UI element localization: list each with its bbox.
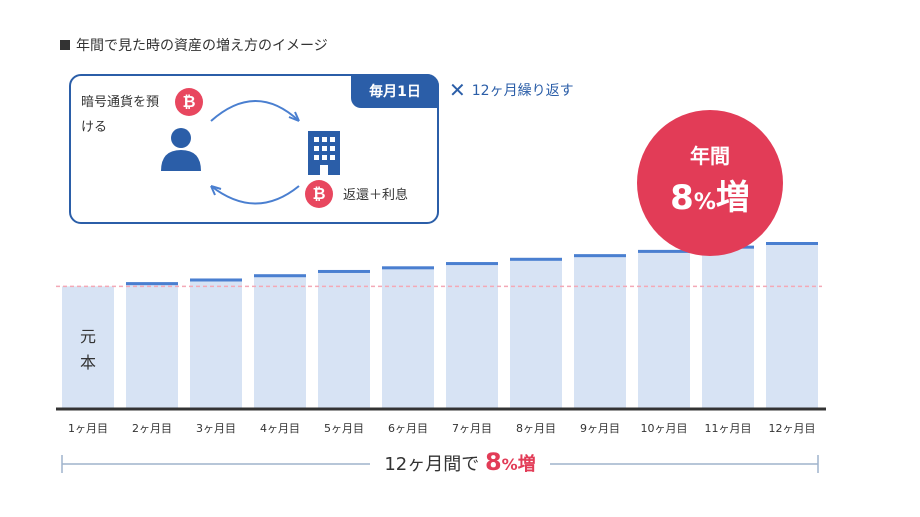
bar [574,254,626,408]
bar [126,282,178,408]
summary-prefix: 12ヶ月間で [384,454,480,475]
x-tick-label: 8ヶ月目 [516,422,556,435]
x-tick-label: 10ヶ月目 [641,422,688,435]
principal-label: 元本 [79,327,96,372]
bar-cap [766,242,818,245]
bar [638,249,690,408]
bar [446,262,498,408]
bar-cap [254,274,306,278]
bar [318,269,370,408]
summary-pct: % [501,455,518,474]
x-tick-label: 11ヶ月目 [705,422,752,435]
return-text: 返還＋利息 [343,188,409,203]
x-tick-label: 12ヶ月目 [769,422,816,435]
annual-label: 年間 [690,144,730,168]
bar [254,274,306,408]
x-tick-label: 4ヶ月目 [260,422,300,435]
bar-cap [574,254,626,258]
times-icon: ✕ [449,78,466,102]
building-icon [308,131,340,175]
monthly-tag: 毎月1日 [351,74,439,108]
bar [190,278,242,408]
bar [510,257,562,408]
x-tick-label: 2ヶ月目 [132,422,172,435]
bar-cap [126,282,178,286]
exchange-diagram [161,100,340,205]
title-text: 年間で見た時の資産の増え方のイメージ [76,38,328,54]
deposit-text: 暗号通貨を預ける [81,95,160,135]
x-tick-label: 6ヶ月目 [388,422,428,435]
return-arrow [210,185,300,205]
bitcoin-coin-icon: ₿ [175,88,203,116]
x-tick-label: 9ヶ月目 [580,422,620,435]
title-square-icon [60,40,70,50]
summary: 12ヶ月間で 8%増 [0,448,920,476]
annual-growth-badge: 年間 8%増 [637,110,783,256]
bitcoin-coin-icon: ₿ [305,180,333,208]
bar-cap [638,249,690,253]
bar-cap [190,278,242,282]
bar [382,266,434,408]
repeat-note: ✕ 12ヶ月繰り返す [449,80,574,100]
x-tick-label: 7ヶ月目 [452,422,492,435]
summary-unit: 増 [517,454,536,475]
annual-value: 8%増 [670,178,750,218]
x-tick-label: 1ヶ月目 [68,422,108,435]
bar-cap [318,269,370,273]
bar [62,286,114,408]
deposit-arrow [210,100,300,122]
bar [702,245,754,408]
repeat-text: 12ヶ月繰り返す [471,83,574,99]
x-tick-label: 5ヶ月目 [324,422,364,435]
bar-cap [446,262,498,266]
user-icon [161,128,201,171]
summary-num: 8 [484,448,502,476]
bar [766,242,818,408]
x-tick-label: 3ヶ月目 [196,422,236,435]
bar-cap [382,266,434,270]
bar-cap [510,257,562,261]
info-box: 毎月1日 暗号通貨を預ける ₿ ₿ 返還＋利息 [69,74,439,224]
page-title: 年間で見た時の資産の増え方のイメージ [60,35,328,55]
